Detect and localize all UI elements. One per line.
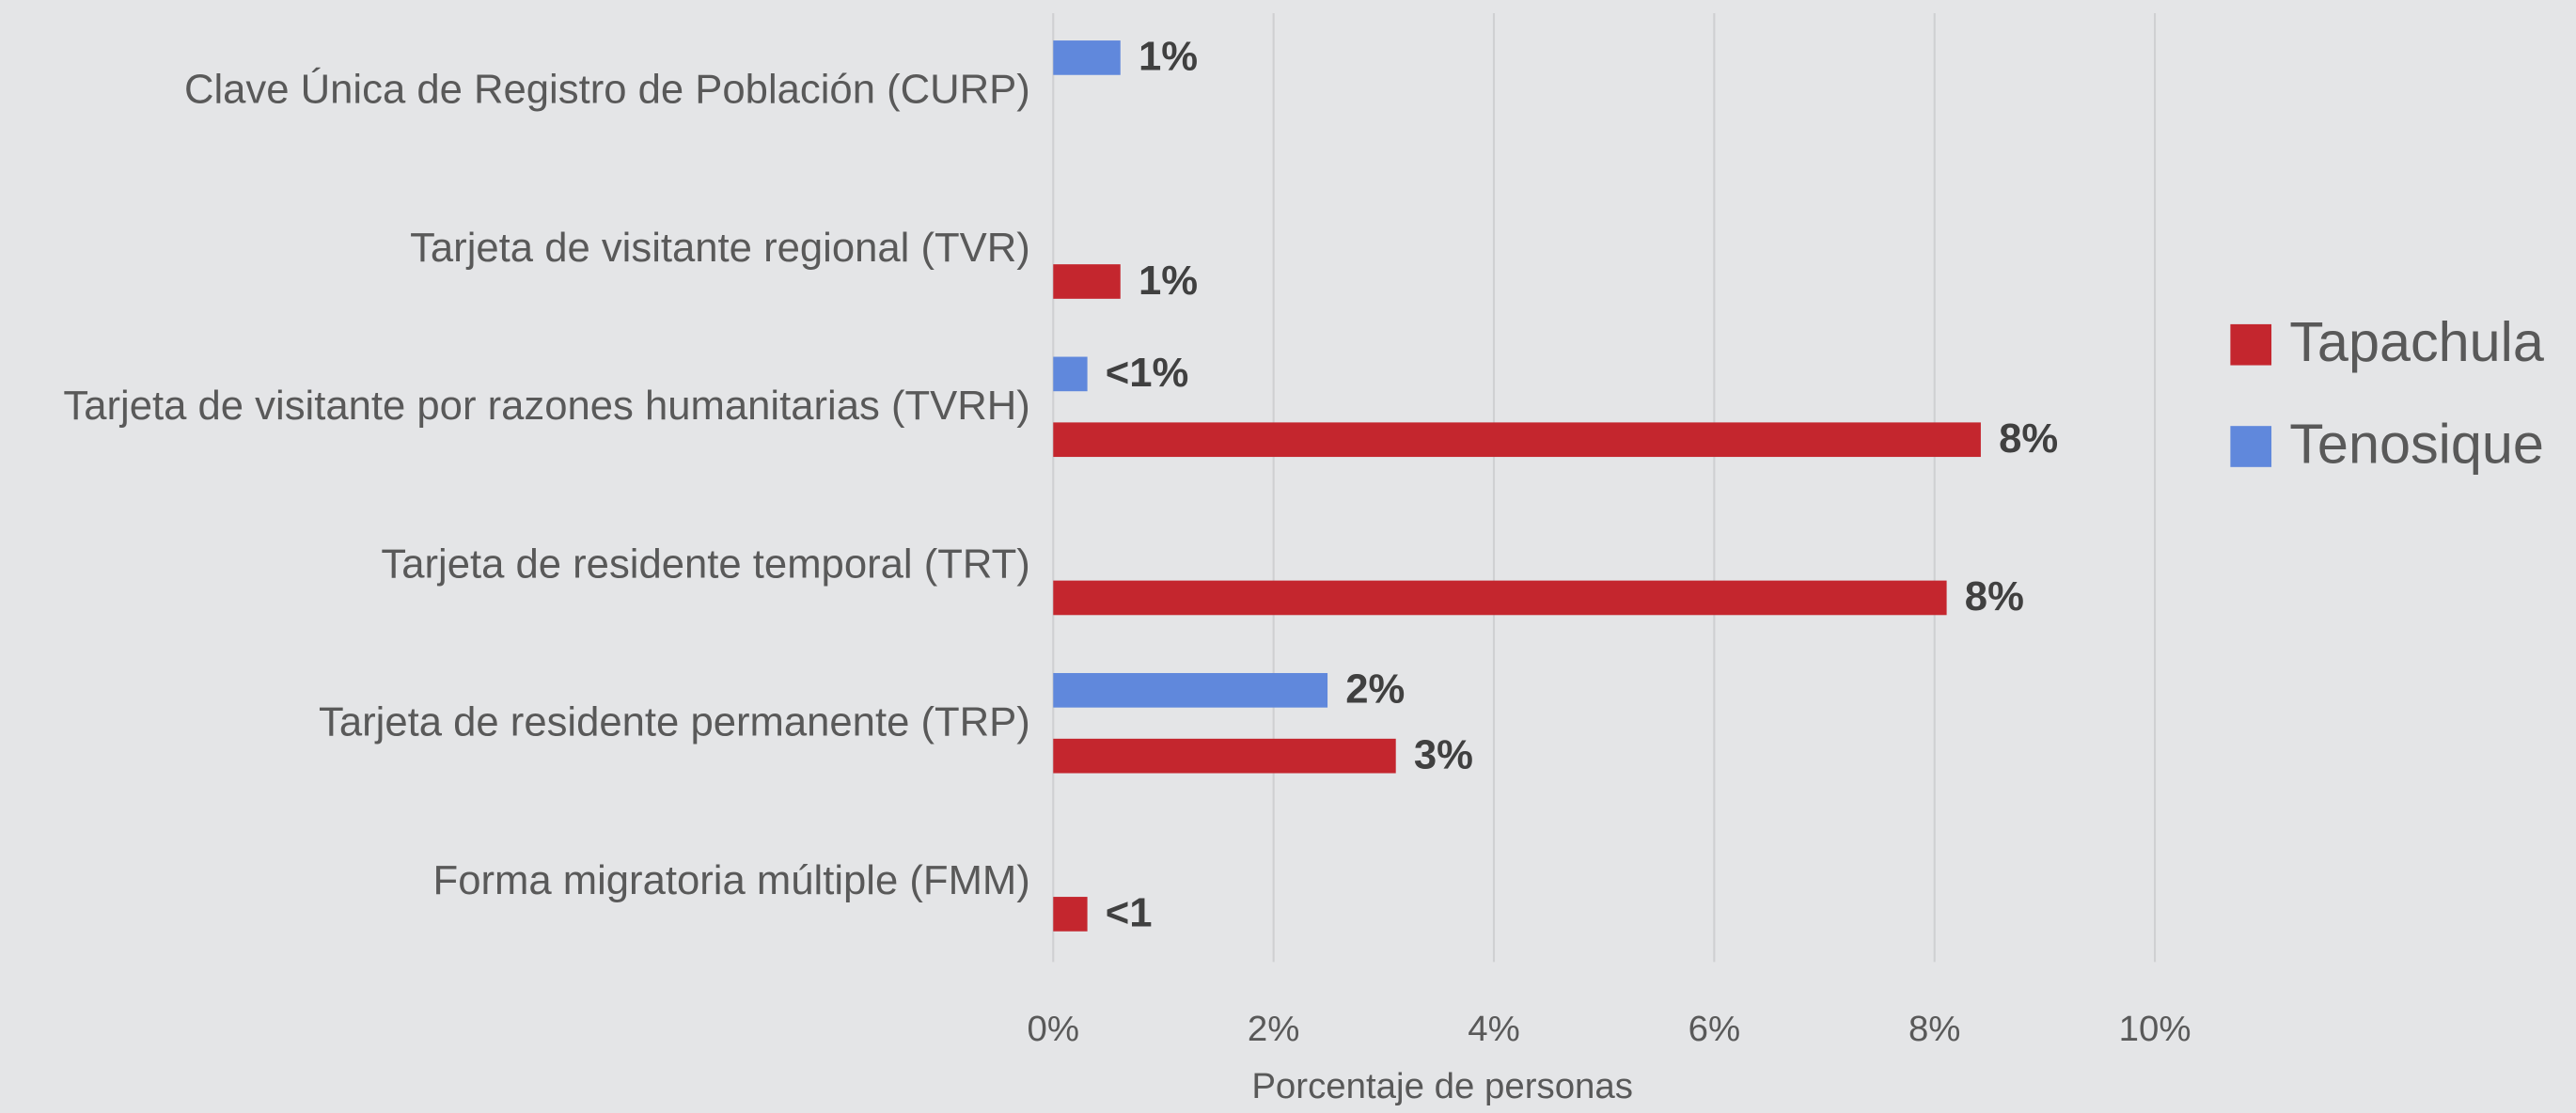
value-label: 8% — [1965, 573, 2024, 619]
legend-label: Tapachula — [2289, 310, 2545, 373]
bar — [1053, 264, 1121, 299]
category-label: Tarjeta de residente temporal (TRT) — [381, 541, 1029, 587]
bar — [1053, 422, 1981, 458]
x-tick-label: 4% — [1468, 1009, 1520, 1049]
category-label: Clave Única de Registro de Población (CU… — [184, 67, 1030, 113]
legend-swatch — [2230, 426, 2272, 467]
bar — [1053, 672, 1328, 708]
value-label: 1% — [1139, 258, 1198, 304]
x-tick-label: 6% — [1689, 1009, 1741, 1049]
legend-swatch — [2230, 323, 2272, 366]
category-label: Tarjeta de visitante por razones humanit… — [63, 383, 1029, 429]
category-label: Tarjeta de visitante regional (TVR) — [410, 225, 1030, 271]
bar — [1053, 40, 1121, 75]
category-label: Forma migratoria múltiple (FMM) — [433, 857, 1030, 903]
x-axis-title: Porcentaje de personas — [1251, 1066, 1633, 1106]
legend-label: Tenosique — [2289, 412, 2544, 475]
bar — [1053, 897, 1088, 932]
bar — [1053, 356, 1088, 392]
value-label: 1% — [1139, 34, 1198, 80]
x-tick-label: 10% — [2119, 1009, 2191, 1049]
value-label: <1% — [1106, 350, 1189, 396]
bar — [1053, 738, 1396, 774]
value-label: <1 — [1106, 890, 1153, 936]
x-tick-label: 8% — [1908, 1009, 1961, 1049]
category-label: Tarjeta de residente permanente (TRP) — [319, 699, 1030, 745]
x-tick-label: 0% — [1028, 1009, 1080, 1049]
x-tick-label: 2% — [1248, 1009, 1300, 1049]
value-label: 8% — [1999, 415, 2058, 462]
value-label: 3% — [1414, 731, 1473, 777]
value-label: 2% — [1345, 666, 1405, 713]
bar — [1053, 580, 1947, 616]
